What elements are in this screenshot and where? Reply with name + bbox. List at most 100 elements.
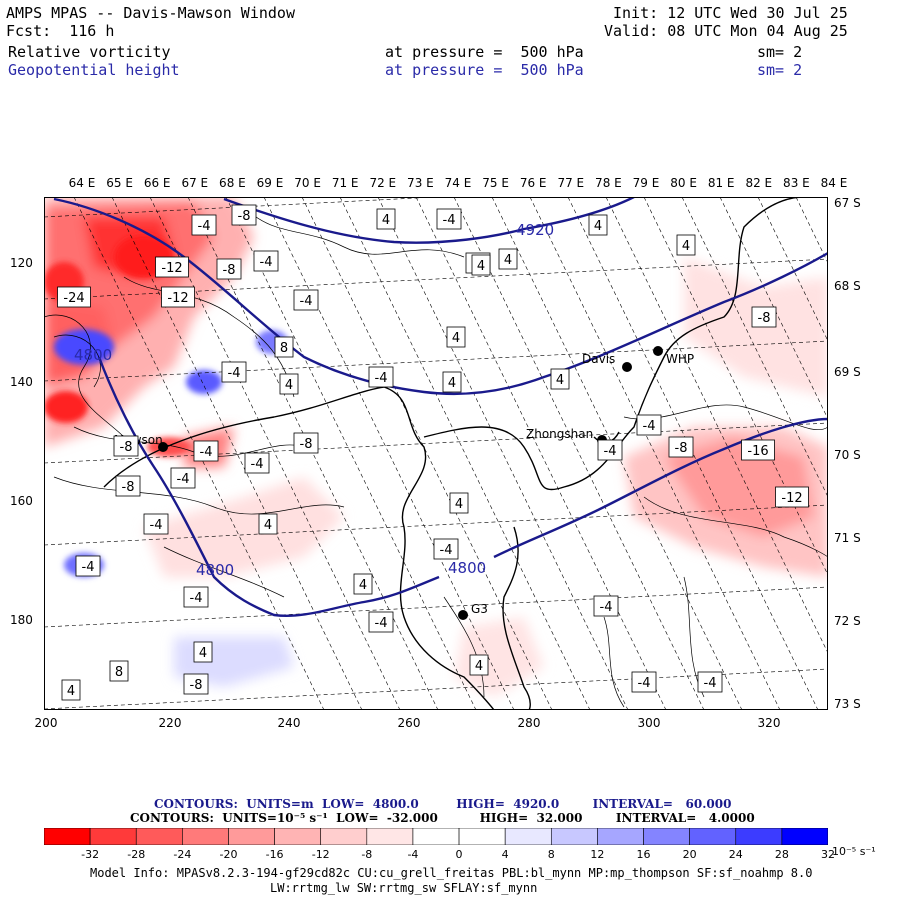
vorticity-label: -8 bbox=[183, 673, 209, 695]
colorbar-swatch bbox=[182, 828, 229, 845]
svg-text:-4: -4 bbox=[190, 591, 203, 606]
colorbar-tick-label: -24 bbox=[173, 848, 192, 861]
y-tick-label: 120 bbox=[10, 256, 33, 270]
right-latitude-label: 70 S bbox=[834, 448, 861, 462]
station-label: Zhongshan bbox=[526, 427, 593, 441]
vorticity-label: -4 bbox=[253, 250, 279, 272]
vorticity-label: 4 bbox=[588, 214, 608, 236]
svg-text:4: 4 bbox=[477, 259, 485, 274]
vorticity-label: -16 bbox=[741, 439, 775, 461]
field2-smoothing: sm= 2 bbox=[757, 61, 803, 79]
vorticity-label: -8 bbox=[113, 435, 139, 457]
svg-text:-8: -8 bbox=[223, 263, 236, 278]
svg-text:-4: -4 bbox=[177, 472, 190, 487]
top-longitude-label: 82 E bbox=[745, 176, 773, 190]
vorticity-label: 4 bbox=[471, 254, 491, 276]
svg-text:-8: -8 bbox=[190, 678, 203, 693]
y-tick-label: 160 bbox=[10, 494, 33, 508]
vorticity-label: 4 bbox=[376, 208, 396, 230]
model-info-line1: Model Info: MPASv8.2.3-194-gf29cd82c CU:… bbox=[90, 866, 813, 880]
svg-text:4: 4 bbox=[359, 578, 367, 593]
top-longitude-label: 74 E bbox=[444, 176, 472, 190]
right-latitude-label: 72 S bbox=[834, 614, 861, 628]
colorbar-tick-label: 28 bbox=[774, 848, 789, 861]
colorbar-swatch bbox=[458, 828, 506, 845]
vorticity-label: 4 bbox=[446, 326, 466, 348]
top-longitude-label: 71 E bbox=[331, 176, 359, 190]
top-longitude-label: 78 E bbox=[595, 176, 622, 190]
svg-text:-4: -4 bbox=[198, 219, 211, 234]
svg-text:-4: -4 bbox=[375, 616, 388, 631]
colorbar-swatch bbox=[274, 828, 322, 845]
field1-pressure: at pressure = 500 hPa bbox=[385, 43, 584, 61]
vorticity-label: 4 bbox=[258, 513, 278, 535]
field2-name: Geopotential height bbox=[8, 61, 180, 79]
vorticity-label: -4 bbox=[293, 289, 319, 311]
vorticity-label: -4 bbox=[244, 452, 270, 474]
plot-frame bbox=[44, 197, 828, 710]
svg-text:4: 4 bbox=[382, 213, 390, 228]
vorticity-label: -4 bbox=[593, 595, 619, 617]
colorbar-swatch bbox=[504, 828, 552, 845]
vorticity-label: -4 bbox=[597, 439, 623, 461]
svg-text:-4: -4 bbox=[375, 371, 388, 386]
top-longitude-labels: 64 E 65 E 66 E 67 E 68 E 69 E 70 E 71 E 72 E 73 E… bbox=[44, 176, 848, 192]
top-longitude-label: 77 E bbox=[557, 176, 585, 190]
vorticity-label: 4 bbox=[353, 573, 373, 595]
svg-text:-4: -4 bbox=[300, 294, 313, 309]
station-label: WHP bbox=[666, 352, 694, 366]
colorbar-tick-label: 12 bbox=[590, 848, 605, 861]
svg-text:8: 8 bbox=[115, 665, 123, 680]
x-tick-label: 280 bbox=[517, 716, 541, 730]
vorticity-contour-info: CONTOURS: UNITS=10⁻⁵ s⁻¹ LOW= -32.000 HI… bbox=[130, 811, 755, 825]
colorbar-units: 10⁻⁵ s⁻¹ bbox=[832, 845, 876, 858]
vorticity-label: -8 bbox=[751, 306, 777, 328]
svg-text:-4: -4 bbox=[604, 444, 617, 459]
svg-text:4: 4 bbox=[285, 378, 293, 393]
vorticity-label: 4 bbox=[676, 234, 696, 256]
x-tick-label: 320 bbox=[757, 716, 781, 730]
vorticity-label: -8 bbox=[293, 432, 319, 454]
top-longitude-label: 69 E bbox=[256, 176, 284, 190]
top-longitude-label: 68 E bbox=[219, 176, 246, 190]
svg-text:-4: -4 bbox=[200, 445, 213, 460]
vorticity-label: -4 bbox=[631, 671, 657, 693]
svg-text:-4: -4 bbox=[260, 255, 273, 270]
svg-text:-4: -4 bbox=[228, 366, 241, 381]
vorticity-label: 8 bbox=[274, 336, 294, 358]
field1-name: Relative vorticity bbox=[8, 43, 171, 61]
y-tick-label: 180 bbox=[10, 613, 33, 627]
station-davis-marker bbox=[622, 362, 632, 372]
colorbar-swatch bbox=[597, 828, 644, 845]
model-info-line2: LW:rrtmg_lw SW:rrtmg_sw SFLAY:sf_mynn bbox=[270, 881, 538, 895]
right-latitude-label: 73 S bbox=[834, 697, 861, 711]
svg-text:4: 4 bbox=[682, 239, 690, 254]
vorticity-label: 4 bbox=[193, 641, 213, 663]
colorbar-swatch bbox=[735, 828, 783, 845]
vorticity-label: -4 bbox=[636, 414, 662, 436]
colorbar-swatch bbox=[44, 828, 91, 845]
svg-text:-4: -4 bbox=[82, 560, 95, 575]
svg-text:-4: -4 bbox=[638, 676, 651, 691]
top-longitude-label: 64 E bbox=[68, 176, 96, 190]
colorbar bbox=[44, 828, 828, 845]
x-tick-label: 300 bbox=[637, 716, 661, 730]
svg-text:-4: -4 bbox=[150, 518, 163, 533]
svg-text:4: 4 bbox=[448, 376, 456, 391]
svg-text:-4: -4 bbox=[643, 419, 656, 434]
svg-text:-4: -4 bbox=[600, 600, 613, 615]
svg-text:-8: -8 bbox=[675, 441, 688, 456]
colorbar-tick-label: 16 bbox=[636, 848, 651, 861]
svg-text:8: 8 bbox=[280, 341, 288, 356]
right-latitude-label: 67 S bbox=[834, 196, 861, 210]
station-label: Davis bbox=[582, 352, 615, 366]
vorticity-label: -8 bbox=[668, 436, 694, 458]
colorbar-tick-label: -8 bbox=[361, 848, 373, 861]
top-longitude-label: 83 E bbox=[783, 176, 810, 190]
vorticity-label: -4 bbox=[75, 555, 101, 577]
coastline bbox=[103, 197, 805, 710]
x-tick-label: 260 bbox=[397, 716, 421, 730]
colorbar-swatch bbox=[366, 828, 414, 845]
init-time: Init: 12 UTC Wed 30 Jul 25 bbox=[613, 4, 848, 22]
colorbar-tick-label: -20 bbox=[219, 848, 238, 861]
